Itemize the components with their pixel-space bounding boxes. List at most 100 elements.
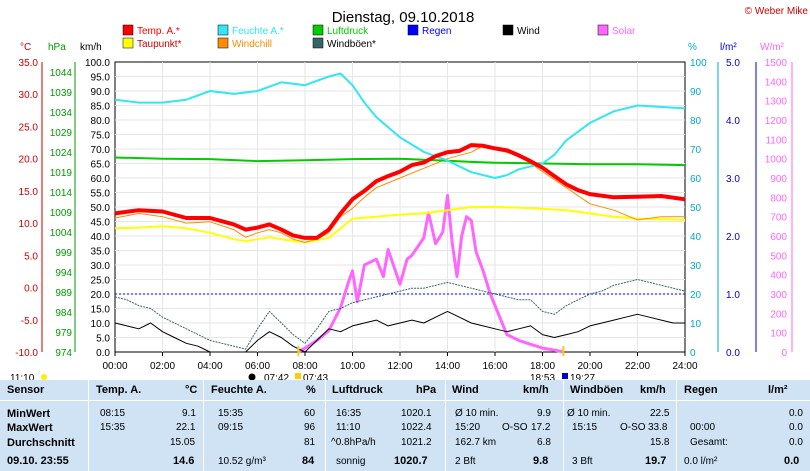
x-tick-label: 12:00 bbox=[387, 361, 412, 372]
legend: Temp. A.* Feuchte A.* Luftdruck Regen Wind So… bbox=[122, 24, 636, 50]
x-tick-label: 04:00 bbox=[197, 361, 222, 372]
x-tick-label: 16:00 bbox=[482, 361, 507, 372]
tick-pressure: 1034 bbox=[50, 108, 73, 119]
hum-max-time: 09:15 bbox=[218, 422, 244, 433]
tick-pressure: 1014 bbox=[50, 188, 73, 199]
x-tick-label: 02:00 bbox=[150, 361, 175, 372]
legend-label: Windböen* bbox=[327, 39, 376, 50]
x-tick-label: 10:00 bbox=[340, 361, 365, 372]
gust-avg10: 22.5 bbox=[650, 408, 670, 419]
tick-humidity: 50 bbox=[690, 203, 702, 214]
series-windb-en bbox=[114, 279, 686, 350]
tick-wind: 70.0 bbox=[91, 145, 111, 156]
press-trend: ^0.8hPa/h bbox=[331, 437, 376, 448]
temp-min-time: 08:15 bbox=[100, 408, 126, 419]
tick-solar: 1400 bbox=[765, 77, 788, 88]
gust-max-dir: O-SO bbox=[620, 422, 646, 433]
unit-rain: l/m² bbox=[720, 42, 737, 53]
unit-wind: km/h bbox=[80, 42, 102, 53]
tick-temp: 25.0 bbox=[19, 122, 39, 133]
row-label-avg: Durchschnitt bbox=[7, 437, 75, 449]
hdr-gust: Windböen bbox=[570, 384, 624, 396]
gust-now: 19.7 bbox=[645, 455, 667, 467]
tick-rain: 5.0 bbox=[726, 58, 740, 69]
legend-swatch bbox=[217, 37, 229, 49]
tick-humidity: 80 bbox=[690, 116, 702, 127]
temp-min: 9.1 bbox=[182, 408, 196, 419]
legend-swatch bbox=[502, 24, 514, 36]
row-label-min: MinWert bbox=[7, 408, 51, 420]
tick-temp: 0.0 bbox=[24, 284, 38, 295]
wind-bft: 2 Bft bbox=[455, 456, 476, 467]
sunrise-dot-icon bbox=[248, 373, 256, 380]
tick-rain: 4.0 bbox=[726, 116, 740, 127]
tick-humidity: 100 bbox=[690, 58, 707, 69]
tick-wind: 100.0 bbox=[85, 58, 110, 69]
sunrise-icon bbox=[295, 373, 301, 379]
legend-label: Regen bbox=[422, 26, 451, 37]
row-label-now: 09.10. 23:55 bbox=[7, 455, 69, 467]
x-tick-label: 22:00 bbox=[625, 361, 650, 372]
tick-humidity: 10 bbox=[690, 319, 702, 330]
row-label-max: MaxWert bbox=[7, 422, 53, 434]
sunrise-time: 07:43 bbox=[303, 373, 328, 380]
wind-now: 9.8 bbox=[533, 455, 549, 467]
legend-swatch bbox=[312, 24, 324, 36]
tick-pressure: 984 bbox=[55, 308, 72, 319]
tick-temp: 10.0 bbox=[19, 219, 39, 230]
press-now: 1020.7 bbox=[394, 455, 428, 467]
tick-wind: 0.0 bbox=[96, 348, 110, 359]
tick-pressure: 1029 bbox=[50, 128, 73, 139]
tick-solar: 500 bbox=[770, 251, 787, 262]
wind-avg: 6.8 bbox=[537, 437, 551, 448]
series-luftdruck bbox=[114, 156, 686, 167]
hum-abs: 10.52 g/m³ bbox=[218, 456, 266, 467]
gust-avg: 15.8 bbox=[650, 437, 670, 448]
press-avg: 1021.2 bbox=[401, 437, 432, 448]
tick-pressure: 1039 bbox=[50, 88, 73, 99]
tick-wind: 60.0 bbox=[91, 174, 111, 185]
tick-wind: 40.0 bbox=[91, 232, 111, 243]
x-tick-label: 24:00 bbox=[672, 361, 697, 372]
y-axes: 35.0 30.0 25.0 20.0 15.0 10.0 5.0 0.0 -5.0 -10.0 1… bbox=[15, 58, 793, 359]
hdr-wind: Wind bbox=[452, 384, 479, 396]
tick-wind: 5.0 bbox=[96, 334, 110, 345]
tick-pressure: 1019 bbox=[50, 168, 73, 179]
legend-label: Solar bbox=[612, 26, 636, 37]
copyright-label: © Weber Mike bbox=[745, 6, 809, 17]
rain-min: 0.0 bbox=[789, 408, 803, 419]
legend-label: Taupunkt* bbox=[137, 39, 182, 50]
tick-pressure: 1024 bbox=[50, 148, 73, 159]
tick-wind: 90.0 bbox=[91, 87, 111, 98]
tick-solar: 200 bbox=[770, 309, 787, 320]
x-tick-label: 00:00 bbox=[102, 361, 127, 372]
series-solar bbox=[297, 193, 565, 354]
temp-max-time: 15:35 bbox=[100, 422, 126, 433]
tick-temp: 20.0 bbox=[19, 155, 39, 166]
tick-wind: 20.0 bbox=[91, 290, 111, 301]
axis-units: °C hPa km/h% l/m² W/m² bbox=[20, 42, 785, 53]
tick-solar: 1100 bbox=[765, 135, 787, 146]
tick-solar: 600 bbox=[770, 232, 787, 243]
tick-rain: 2.0 bbox=[726, 232, 740, 243]
tick-wind: 15.0 bbox=[91, 305, 111, 316]
tick-solar: 1000 bbox=[765, 155, 788, 166]
unit-temp: °C bbox=[20, 42, 31, 53]
hum-avg: 81 bbox=[304, 437, 316, 448]
hdr-hum: Feuchte A. bbox=[211, 384, 267, 396]
press-max: 1022.4 bbox=[401, 422, 432, 433]
wind-avg10-label: Ø 10 min. bbox=[455, 408, 499, 419]
tick-humidity: 0 bbox=[690, 348, 696, 359]
tick-temp: 15.0 bbox=[19, 187, 39, 198]
wind-max-dir: O-SO bbox=[502, 422, 528, 433]
hdr-temp-unit: °C bbox=[185, 384, 198, 396]
chart-title: Dienstag, 09.10.2018 bbox=[332, 9, 475, 26]
tick-wind: 75.0 bbox=[91, 131, 111, 142]
tick-wind: 85.0 bbox=[91, 102, 111, 113]
tick-humidity: 30 bbox=[690, 261, 702, 272]
legend-label: Luftdruck bbox=[327, 26, 369, 37]
wind-max-time: 15:20 bbox=[455, 422, 481, 433]
tick-humidity: 20 bbox=[690, 290, 702, 301]
legend-swatch bbox=[122, 24, 134, 36]
tick-solar: 400 bbox=[770, 271, 787, 282]
